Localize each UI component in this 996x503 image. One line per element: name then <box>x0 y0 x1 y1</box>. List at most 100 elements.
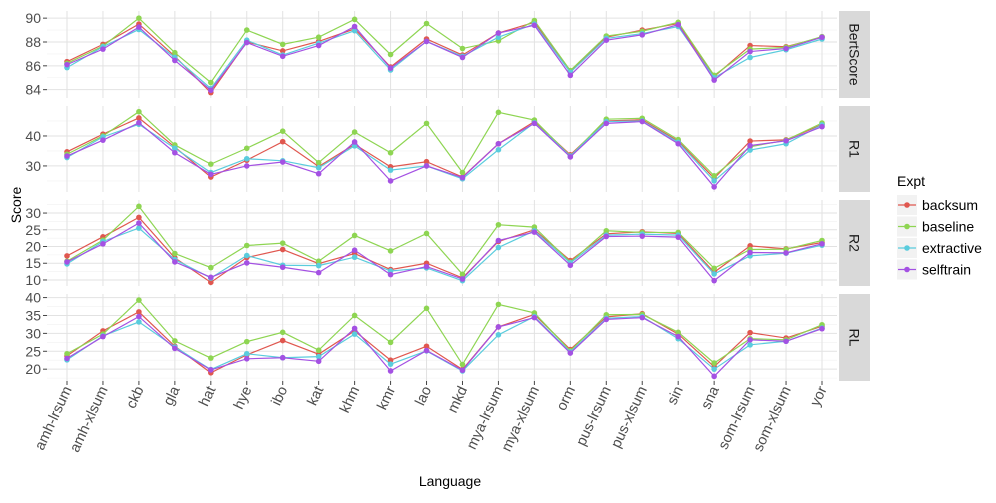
facet-r1: 30 40 R1 <box>25 106 870 192</box>
data-point-selftrain <box>675 140 681 147</box>
y-axis-title: Score <box>8 187 24 224</box>
data-point-selftrain <box>279 264 286 271</box>
data-point-backsum <box>64 253 70 259</box>
y-tick-label: 40 <box>25 128 41 144</box>
series-line-selftrain <box>66 315 823 378</box>
data-point-extractive <box>747 342 753 348</box>
data-point-selftrain <box>423 263 430 270</box>
y-tick-label: 20 <box>25 239 41 255</box>
data-point-selftrain <box>567 154 574 160</box>
x-tick-label: pus-lrsum <box>574 384 615 448</box>
data-point-baseline <box>243 242 250 249</box>
data-point-extractive <box>315 262 322 269</box>
data-point-selftrain <box>351 247 358 253</box>
data-point-selftrain <box>64 153 70 159</box>
data-point-baseline <box>208 161 214 167</box>
data-point-baseline <box>136 108 142 115</box>
data-point-selftrain <box>172 259 178 265</box>
x-tick-label: lao <box>412 384 435 408</box>
data-point-baseline <box>711 173 717 179</box>
data-point-selftrain <box>747 337 753 343</box>
data-point-baseline <box>136 203 142 210</box>
data-point-extractive <box>711 271 717 277</box>
data-point-backsum <box>423 343 430 350</box>
y-tick-label: 30 <box>25 325 41 341</box>
strip-background <box>839 294 870 381</box>
x-tick-label: kat <box>305 384 328 408</box>
data-point-baseline <box>172 250 178 257</box>
data-point-selftrain <box>423 38 430 45</box>
legend-item-baseline: baseline <box>897 216 974 237</box>
data-point-selftrain <box>603 316 610 323</box>
series-selftrain <box>64 118 825 190</box>
data-point-baseline <box>208 79 214 86</box>
data-point-extractive <box>495 146 502 153</box>
data-point-baseline <box>243 27 250 33</box>
x-tick-label: orm <box>554 384 579 413</box>
data-point-extractive <box>387 361 394 367</box>
facet-strip: R2 <box>839 200 870 286</box>
data-point-selftrain <box>315 269 322 276</box>
strip-background <box>839 200 870 286</box>
x-tick-label: pus-xlsum <box>608 384 650 451</box>
x-tick-label: gla <box>161 383 184 408</box>
data-point-backsum <box>279 337 286 344</box>
strip-label: R2 <box>847 234 863 252</box>
data-point-extractive <box>351 143 358 149</box>
x-tick-label: mkd <box>445 384 471 416</box>
data-point-backsum <box>747 138 753 144</box>
data-point-selftrain <box>208 171 214 178</box>
data-point-baseline <box>387 51 394 58</box>
data-point-backsum <box>136 214 142 221</box>
data-point-baseline <box>675 329 681 336</box>
data-point-backsum <box>208 279 214 286</box>
legend-key-point <box>904 202 910 208</box>
data-point-baseline <box>351 129 358 135</box>
data-point-extractive <box>711 178 717 184</box>
legend-item-backsum: backsum <box>897 195 978 215</box>
data-point-baseline <box>136 15 142 21</box>
data-point-selftrain <box>387 271 394 278</box>
data-point-baseline <box>459 169 466 176</box>
data-point-selftrain <box>603 233 610 240</box>
data-point-backsum <box>136 115 142 121</box>
data-point-selftrain <box>100 333 106 340</box>
data-point-backsum <box>423 158 430 165</box>
data-point-baseline <box>351 232 358 239</box>
x-tick-label: sna <box>698 383 723 412</box>
data-point-extractive <box>315 353 322 360</box>
series-selftrain <box>64 21 825 94</box>
data-point-selftrain <box>639 32 646 38</box>
data-point-selftrain <box>351 23 358 30</box>
data-point-extractive <box>711 366 717 372</box>
data-point-extractive <box>747 54 753 61</box>
panel-background <box>47 11 837 98</box>
data-point-selftrain <box>819 325 825 332</box>
legend-label: backsum <box>922 197 978 213</box>
series-baseline <box>64 297 825 368</box>
data-point-selftrain <box>351 325 358 332</box>
data-point-selftrain <box>172 57 178 64</box>
series-line-backsum <box>66 21 823 94</box>
data-point-selftrain <box>495 324 502 330</box>
data-point-selftrain <box>747 48 753 55</box>
data-point-selftrain <box>136 24 142 30</box>
strip-background <box>839 106 870 192</box>
y-tick-label: 25 <box>25 222 41 238</box>
data-point-selftrain <box>387 368 394 374</box>
data-point-extractive <box>136 319 142 325</box>
data-point-selftrain <box>172 149 178 156</box>
x-tick-label: mya-xlsum <box>499 384 543 454</box>
data-point-baseline <box>315 258 322 265</box>
y-tick-label: 30 <box>25 205 41 221</box>
y-tick-label: 40 <box>25 290 41 306</box>
data-point-backsum <box>279 138 286 145</box>
data-point-selftrain <box>603 37 610 43</box>
x-tick-label: ckb <box>123 384 147 411</box>
data-point-extractive <box>243 252 250 259</box>
data-point-selftrain <box>315 42 322 49</box>
data-point-extractive <box>351 27 358 34</box>
data-point-baseline <box>315 347 322 354</box>
y-tick-label: 35 <box>25 307 41 323</box>
